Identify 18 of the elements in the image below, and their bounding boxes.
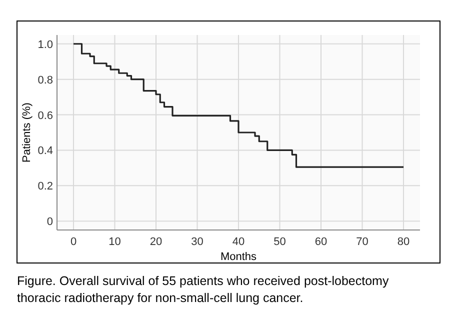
x-tick-label: 70 bbox=[356, 236, 368, 248]
x-tick-label: 40 bbox=[232, 236, 245, 248]
x-tick-label: 20 bbox=[150, 236, 162, 248]
y-tick-label: 1.0 bbox=[38, 38, 53, 51]
x-tick-label: 0 bbox=[70, 236, 77, 248]
y-axis-title: Patients (%) bbox=[21, 102, 33, 162]
y-tick-label: 0 bbox=[46, 216, 53, 228]
x-tick-label: 80 bbox=[397, 236, 410, 248]
y-tick-label: 0.6 bbox=[38, 110, 53, 122]
x-tick-label: 30 bbox=[191, 236, 204, 248]
y-tick-label: 0.8 bbox=[38, 74, 53, 86]
x-tick-label: 60 bbox=[314, 236, 328, 248]
y-tick-label: 0.2 bbox=[38, 180, 53, 193]
y-tick-label: 0.4 bbox=[38, 145, 53, 158]
text: Figure. Overall survival of 55 patients who received post-lobectomy thoracic radiotherapy for non-small-cell lung cancer. bbox=[17, 274, 390, 305]
x-tick-label: 50 bbox=[274, 236, 286, 248]
x-axis-title: Months bbox=[220, 251, 258, 263]
x-tick-label: 10 bbox=[108, 236, 121, 248]
